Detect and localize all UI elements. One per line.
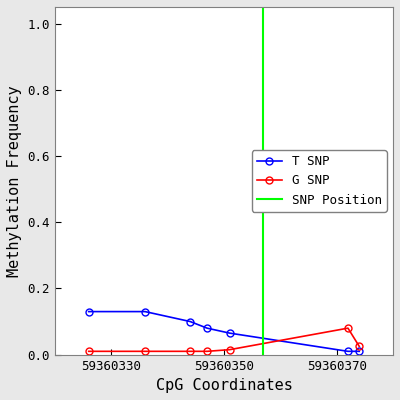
T SNP [188,319,192,324]
Y-axis label: Methylation Frequency: Methylation Frequency [7,85,22,277]
Line: G SNP: G SNP [85,325,363,355]
G SNP [188,349,192,354]
G SNP [143,349,148,354]
G SNP [227,347,232,352]
T SNP [86,309,91,314]
T SNP [205,326,210,330]
X-axis label: CpG Coordinates: CpG Coordinates [156,378,292,393]
T SNP [357,349,362,354]
G SNP [346,326,350,330]
G SNP [357,344,362,349]
G SNP [205,349,210,354]
G SNP [86,349,91,354]
Legend: T SNP, G SNP, SNP Position: T SNP, G SNP, SNP Position [252,150,387,212]
T SNP [227,331,232,336]
T SNP [143,309,148,314]
T SNP [346,349,350,354]
Line: T SNP: T SNP [85,308,363,355]
